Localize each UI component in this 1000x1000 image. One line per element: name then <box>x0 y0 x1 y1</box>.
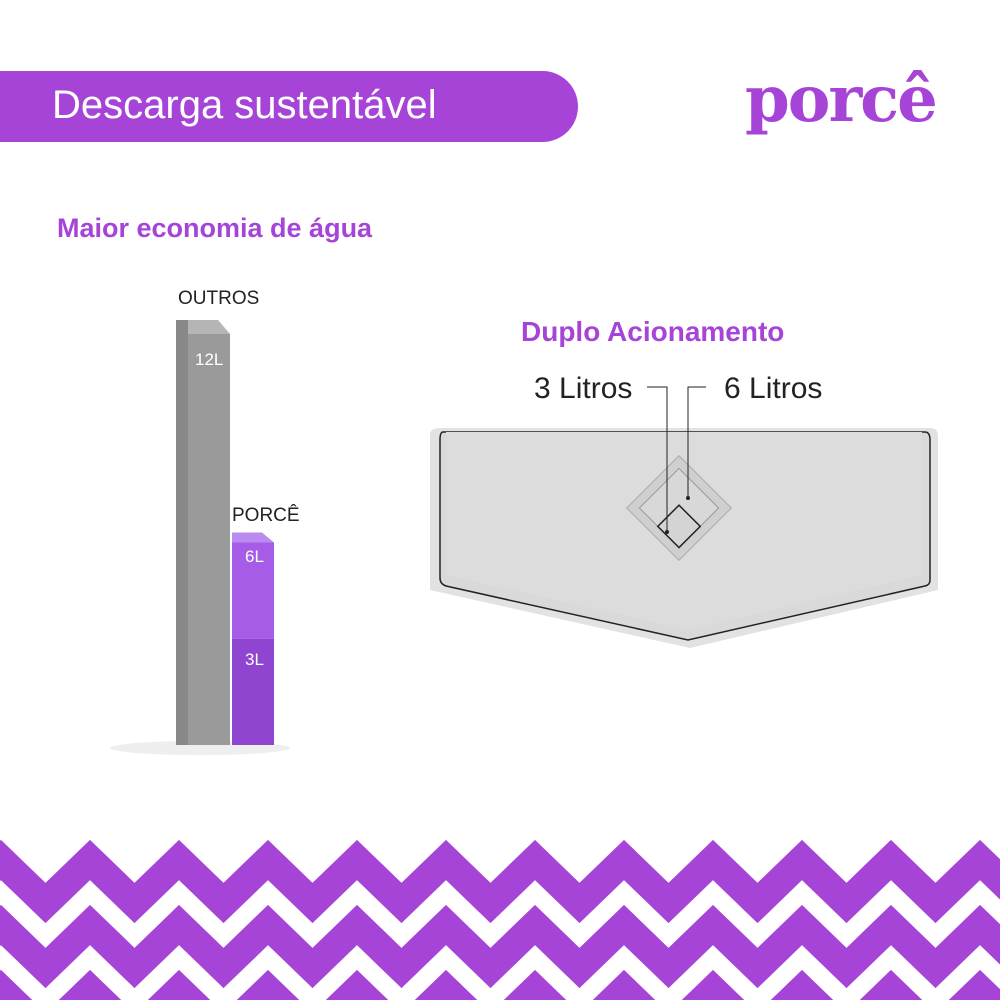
bar-porce-6 <box>232 542 274 639</box>
zigzag-band <box>0 969 1000 1000</box>
label-3-litros: 3 Litros <box>534 372 633 405</box>
category-label-outros: OUTROS <box>178 288 260 309</box>
title-banner: Descarga sustentável <box>0 71 578 142</box>
dual-flush-title: Duplo Acionamento <box>521 316 785 347</box>
value-label-porce-6: 6L <box>245 547 264 566</box>
bar-top-porce <box>232 532 274 543</box>
bar-outros <box>188 334 230 745</box>
bar-side-outros <box>176 320 188 745</box>
bar-top-outros <box>176 320 230 334</box>
value-label-porce-3: 3L <box>245 650 264 669</box>
brand-logo: porcê <box>745 62 938 137</box>
subtitle: Maior economia de água <box>57 213 373 243</box>
zigzag-band <box>0 904 1000 989</box>
bar-porce-3 <box>232 638 274 745</box>
category-label-porce: PORCÊ <box>232 505 300 526</box>
zigzag-band <box>0 839 1000 924</box>
label-6-litros: 6 Litros <box>724 372 823 405</box>
value-label-outros: 12L <box>195 350 224 369</box>
page-title: Descarga sustentável <box>52 83 437 127</box>
